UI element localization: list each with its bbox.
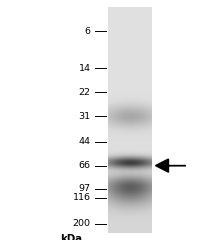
- Text: 116: 116: [73, 193, 91, 203]
- Text: 14: 14: [79, 64, 91, 73]
- Text: 66: 66: [79, 161, 91, 170]
- Text: 31: 31: [79, 112, 91, 121]
- Text: 6: 6: [85, 27, 91, 36]
- Text: 22: 22: [79, 88, 91, 97]
- Text: 200: 200: [73, 219, 91, 228]
- Text: kDa: kDa: [60, 234, 82, 240]
- FancyArrow shape: [156, 159, 186, 172]
- Text: 97: 97: [79, 184, 91, 193]
- Text: 44: 44: [79, 137, 91, 146]
